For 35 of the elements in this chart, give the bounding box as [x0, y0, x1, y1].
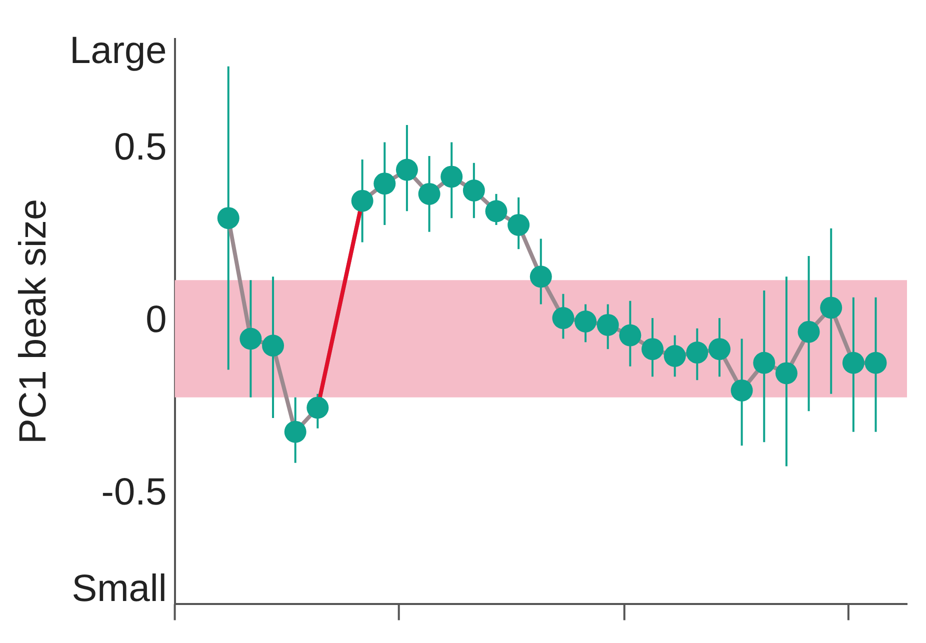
point	[619, 324, 642, 346]
point	[396, 158, 418, 181]
point	[708, 338, 730, 360]
point	[240, 328, 262, 350]
point	[820, 296, 842, 319]
point	[574, 310, 597, 332]
point	[418, 182, 440, 205]
point	[775, 362, 798, 384]
point	[530, 266, 552, 288]
point	[842, 352, 864, 374]
point	[284, 420, 306, 443]
point	[508, 214, 530, 236]
point	[864, 352, 887, 374]
y-tick-label: Small	[72, 568, 167, 610]
point	[642, 338, 664, 360]
point	[730, 379, 753, 402]
y-axis-title: PC1 beak size	[12, 198, 54, 444]
point	[798, 320, 820, 343]
point	[552, 307, 574, 330]
y-tick-label: -0.5	[101, 471, 167, 514]
y-tick-label: Large	[70, 30, 167, 72]
point	[440, 166, 463, 188]
y-tick-label: 0.5	[114, 126, 167, 169]
y-tick-label: 0	[146, 298, 167, 341]
point	[664, 344, 686, 367]
point	[262, 334, 284, 357]
point	[217, 207, 240, 230]
point	[374, 172, 396, 195]
point	[462, 179, 485, 202]
point	[351, 190, 374, 212]
point	[753, 352, 776, 374]
point	[485, 200, 508, 222]
point	[306, 396, 329, 419]
point	[686, 342, 708, 364]
point	[596, 314, 619, 336]
